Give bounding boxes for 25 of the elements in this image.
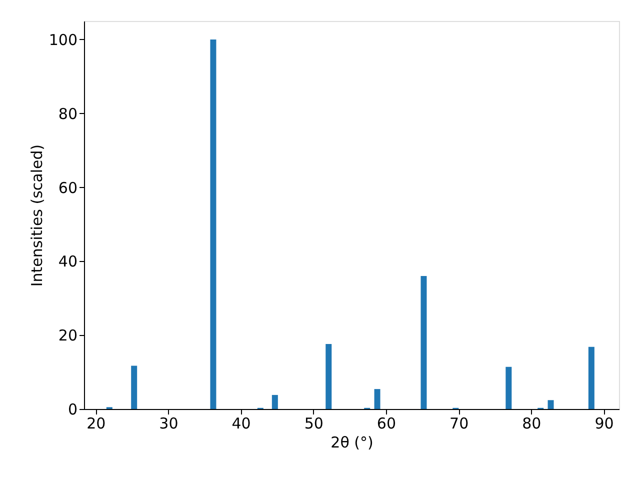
y-axis-title: Intensities (scaled) <box>28 144 46 287</box>
y-tick-label: 40 <box>58 252 78 271</box>
x-tick-label: 90 <box>594 414 614 432</box>
x-tick-label: 30 <box>159 414 178 432</box>
y-tick-label: 60 <box>58 178 78 197</box>
bar <box>506 366 512 409</box>
y-tick-label: 0 <box>68 400 78 418</box>
y-tick-label: 80 <box>58 104 78 123</box>
x-tick-label: 20 <box>86 414 106 432</box>
bar <box>420 276 427 409</box>
x-tick-label: 60 <box>376 414 396 432</box>
y-tick-label: 20 <box>58 326 78 345</box>
bar <box>588 346 594 409</box>
bar <box>210 39 216 409</box>
x-tick-label: 70 <box>450 414 469 432</box>
bar <box>548 400 554 409</box>
x-tick-label: 40 <box>232 414 251 432</box>
y-tick-label: 100 <box>48 30 78 49</box>
x-tick-label: 80 <box>522 414 542 432</box>
bar <box>272 394 278 409</box>
bar <box>131 366 138 409</box>
x-tick-label: 50 <box>304 414 324 432</box>
x-axis-title: 2θ (°) <box>330 434 374 452</box>
bar <box>326 344 332 409</box>
bar <box>374 389 380 409</box>
